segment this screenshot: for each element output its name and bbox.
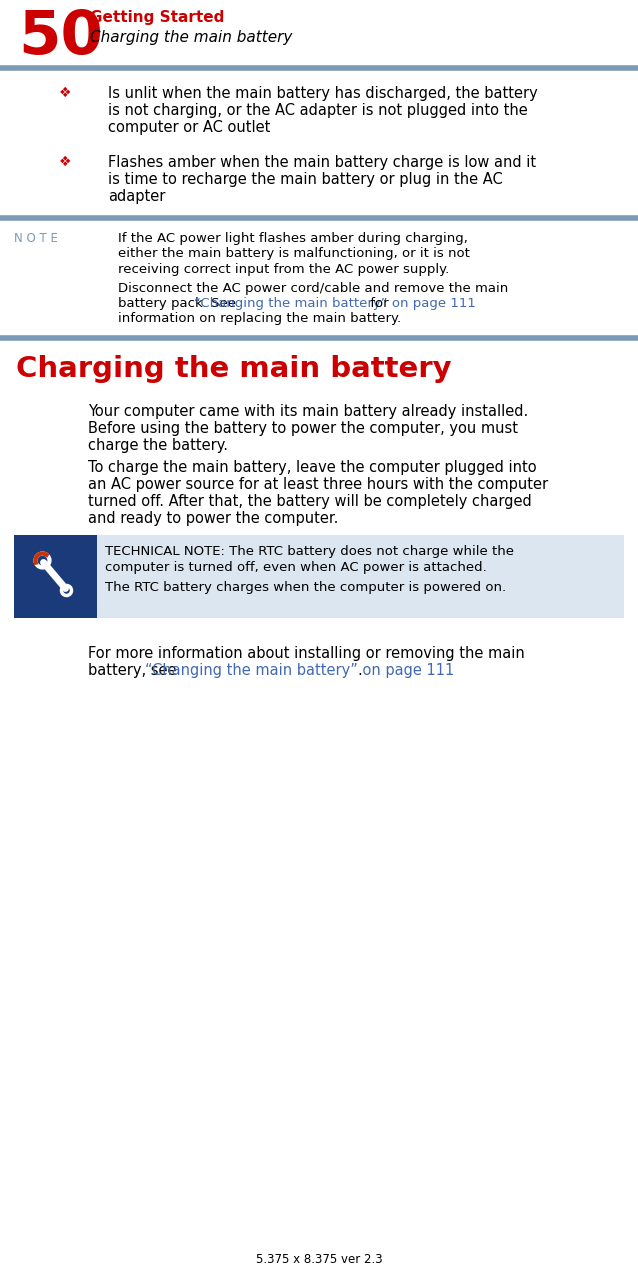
Text: charge the battery.: charge the battery. <box>88 438 228 452</box>
Text: either the main battery is malfunctioning, or it is not: either the main battery is malfunctionin… <box>118 248 470 261</box>
Text: battery, see: battery, see <box>88 663 181 677</box>
Text: Getting Started: Getting Started <box>90 10 225 25</box>
Text: battery pack. See: battery pack. See <box>118 297 241 310</box>
Text: 50: 50 <box>18 8 103 67</box>
Text: N O T E: N O T E <box>14 233 58 245</box>
Text: for: for <box>366 297 389 310</box>
Text: Disconnect the AC power cord/cable and remove the main: Disconnect the AC power cord/cable and r… <box>118 282 508 295</box>
Text: ❖: ❖ <box>59 155 71 169</box>
Text: “Changing the main battery” on page 111: “Changing the main battery” on page 111 <box>145 663 454 677</box>
FancyBboxPatch shape <box>14 535 97 618</box>
Text: If the AC power light flashes amber during charging,: If the AC power light flashes amber duri… <box>118 233 468 245</box>
Text: The RTC battery charges when the computer is powered on.: The RTC battery charges when the compute… <box>105 581 506 594</box>
Text: Charging the main battery: Charging the main battery <box>90 31 292 44</box>
Text: TECHNICAL NOTE: The RTC battery does not charge while the: TECHNICAL NOTE: The RTC battery does not… <box>105 545 514 558</box>
Text: 5.375 x 8.375 ver 2.3: 5.375 x 8.375 ver 2.3 <box>256 1253 382 1266</box>
Text: turned off. After that, the battery will be completely charged: turned off. After that, the battery will… <box>88 494 531 508</box>
Text: an AC power source for at least three hours with the computer: an AC power source for at least three ho… <box>88 477 548 492</box>
Text: and ready to power the computer.: and ready to power the computer. <box>88 511 338 526</box>
Text: computer is turned off, even when AC power is attached.: computer is turned off, even when AC pow… <box>105 561 487 574</box>
Text: Before using the battery to power the computer, you must: Before using the battery to power the co… <box>88 421 518 436</box>
Text: Charging the main battery: Charging the main battery <box>16 355 452 383</box>
Text: is time to recharge the main battery or plug in the AC: is time to recharge the main battery or … <box>108 172 503 187</box>
Text: information on replacing the main battery.: information on replacing the main batter… <box>118 311 401 325</box>
Text: Is unlit when the main battery has discharged, the battery: Is unlit when the main battery has disch… <box>108 86 538 100</box>
Text: computer or AC outlet: computer or AC outlet <box>108 119 271 135</box>
Text: .: . <box>357 663 362 677</box>
Text: is not charging, or the AC adapter is not plugged into the: is not charging, or the AC adapter is no… <box>108 103 528 118</box>
Text: Flashes amber when the main battery charge is low and it: Flashes amber when the main battery char… <box>108 155 536 170</box>
Text: “Changing the main battery” on page 111: “Changing the main battery” on page 111 <box>194 297 476 310</box>
Text: receiving correct input from the AC power supply.: receiving correct input from the AC powe… <box>118 263 449 276</box>
Text: Your computer came with its main battery already installed.: Your computer came with its main battery… <box>88 404 528 419</box>
Text: For more information about installing or removing the main: For more information about installing or… <box>88 646 524 661</box>
Text: ❖: ❖ <box>59 86 71 100</box>
Text: To charge the main battery, leave the computer plugged into: To charge the main battery, leave the co… <box>88 460 537 475</box>
Text: adapter: adapter <box>108 189 165 205</box>
FancyBboxPatch shape <box>14 535 624 618</box>
